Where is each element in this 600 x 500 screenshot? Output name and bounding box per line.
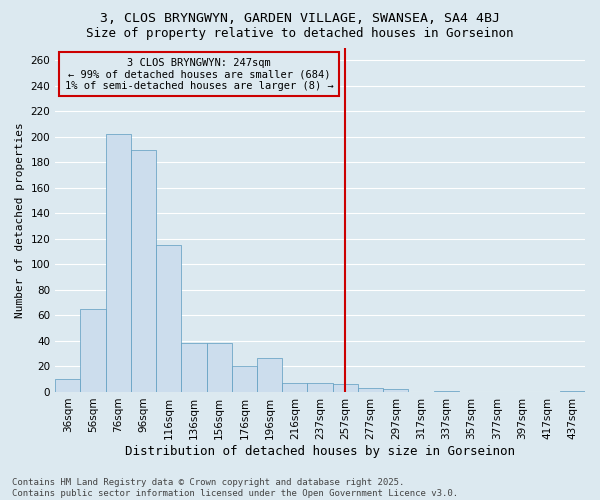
- Text: Contains HM Land Registry data © Crown copyright and database right 2025.
Contai: Contains HM Land Registry data © Crown c…: [12, 478, 458, 498]
- Bar: [358, 388, 383, 392]
- Bar: [560, 390, 585, 392]
- Text: Size of property relative to detached houses in Gorseinon: Size of property relative to detached ho…: [86, 28, 514, 40]
- Bar: [307, 383, 332, 392]
- Bar: [181, 344, 206, 392]
- Bar: [332, 384, 358, 392]
- Y-axis label: Number of detached properties: Number of detached properties: [15, 122, 25, 318]
- X-axis label: Distribution of detached houses by size in Gorseinon: Distribution of detached houses by size …: [125, 444, 515, 458]
- Bar: [282, 383, 307, 392]
- Bar: [156, 245, 181, 392]
- Bar: [434, 390, 459, 392]
- Bar: [106, 134, 131, 392]
- Text: 3, CLOS BRYNGWYN, GARDEN VILLAGE, SWANSEA, SA4 4BJ: 3, CLOS BRYNGWYN, GARDEN VILLAGE, SWANSE…: [100, 12, 500, 26]
- Bar: [55, 379, 80, 392]
- Bar: [383, 390, 409, 392]
- Bar: [206, 344, 232, 392]
- Text: 3 CLOS BRYNGWYN: 247sqm
← 99% of detached houses are smaller (684)
1% of semi-de: 3 CLOS BRYNGWYN: 247sqm ← 99% of detache…: [65, 58, 334, 91]
- Bar: [232, 366, 257, 392]
- Bar: [131, 150, 156, 392]
- Bar: [80, 309, 106, 392]
- Bar: [257, 358, 282, 392]
